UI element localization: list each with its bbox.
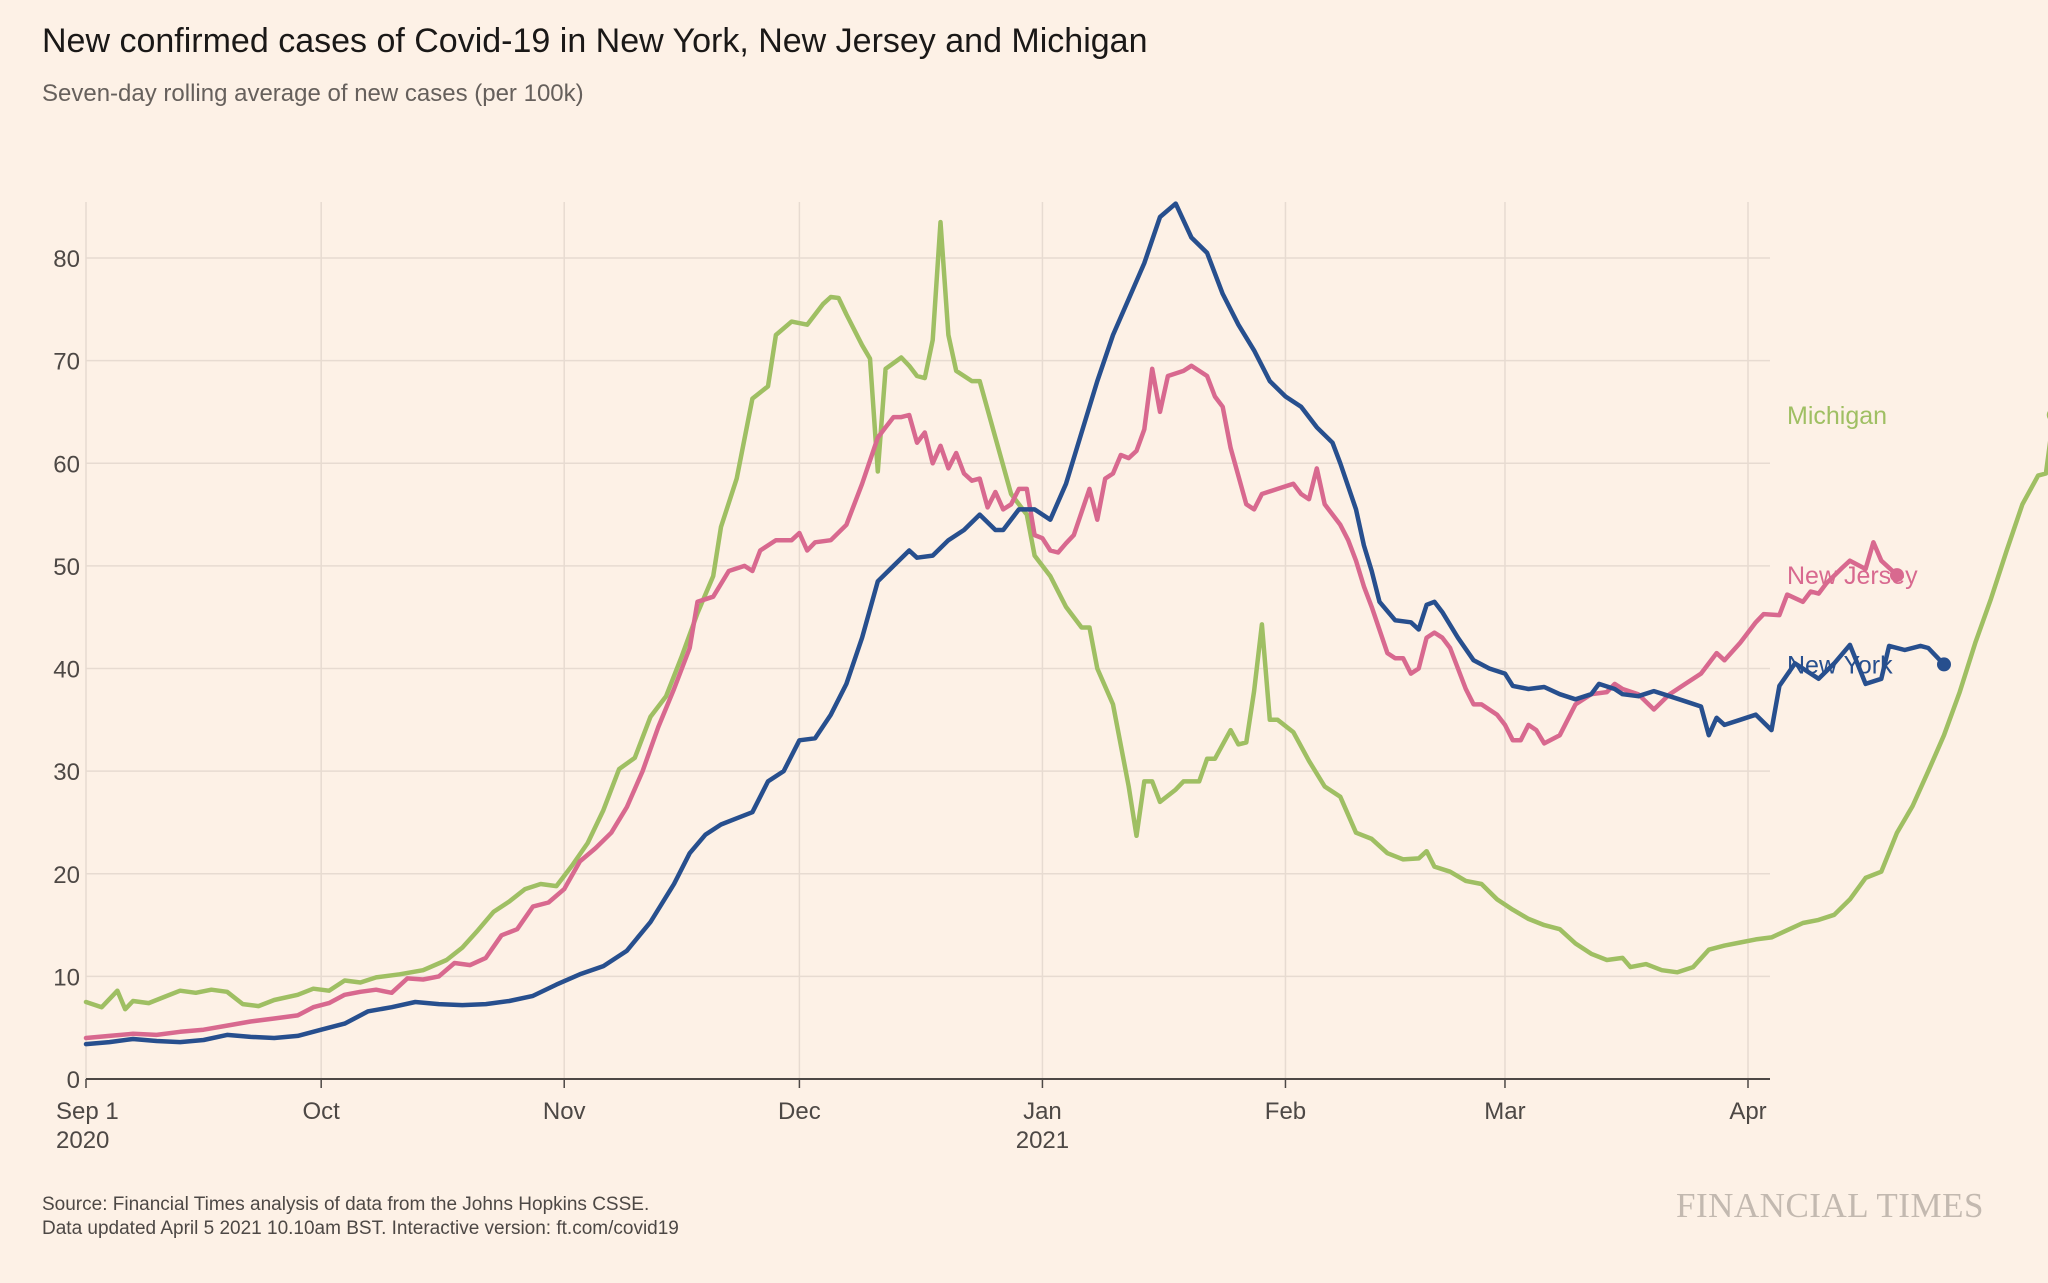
chart-title: New confirmed cases of Covid-19 in New Y… (42, 22, 1148, 60)
y-tick-label: 30 (53, 759, 80, 786)
source-note: Source: Financial Times analysis of data… (42, 1194, 650, 1215)
gridlines (85, 202, 1770, 1079)
y-tick-label: 10 (53, 964, 80, 991)
x-tick-label: Nov (543, 1098, 586, 1125)
y-tick-label: 40 (53, 657, 80, 684)
y-tick-label: 20 (53, 862, 80, 889)
series-lines (83, 201, 2048, 1047)
chart-subtitle: Seven-day rolling average of new cases (… (42, 80, 584, 107)
x-tick-label: Apr (1729, 1098, 1766, 1125)
series-end-dot-new-york (1936, 657, 1951, 672)
y-tick-label: 60 (53, 451, 80, 478)
y-tick-label: 70 (53, 349, 80, 376)
x-tick-label: Feb (1265, 1098, 1306, 1125)
update-note: Data updated April 5 2021 10.10am BST. I… (42, 1218, 679, 1239)
series-line-new-jersey (83, 363, 1900, 1041)
y-tick-label: 80 (53, 246, 80, 273)
series-line-michigan (83, 219, 2048, 1012)
x-tick-label: Oct (303, 1098, 341, 1125)
x-tick-sublabel: 2021 (1016, 1127, 1069, 1154)
y-tick-label: 0 (67, 1067, 80, 1094)
x-tick-label: Mar (1484, 1098, 1525, 1125)
series-label-new-york: New York (1787, 651, 1893, 679)
series-line-new-york (83, 201, 1947, 1047)
x-tick-sublabel: 2020 (56, 1127, 109, 1154)
ft-logo: FINANCIAL TIMES (1676, 1186, 1984, 1225)
series-end-dot-new-jersey (1889, 568, 1904, 583)
x-tick-label: Dec (778, 1098, 821, 1125)
x-tick-label: Jan (1023, 1098, 1062, 1125)
series-label-michigan: Michigan (1787, 402, 1887, 430)
x-tick-label: Sep 1 (56, 1098, 119, 1125)
series-labels: Michigan New Jersey New York (1787, 402, 2048, 679)
y-tick-label: 50 (53, 554, 80, 581)
series-label-new-jersey: New Jersey (1787, 562, 1918, 590)
